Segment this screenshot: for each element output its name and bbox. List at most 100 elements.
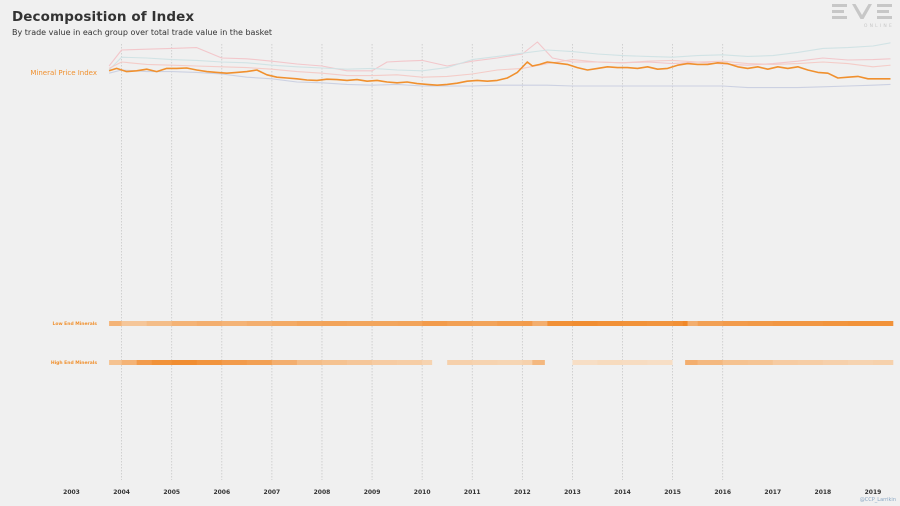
heatmap-cell [397, 360, 423, 365]
heatmap-cell [532, 321, 548, 326]
series-labels: Mineral Price Index Low End Minerals High … [30, 69, 97, 366]
heatmap-cell [372, 360, 398, 365]
x-tick-label-2018: 2018 [815, 489, 832, 496]
heatmap-cell [532, 360, 546, 365]
heatmap-cell [772, 360, 799, 365]
heatmap-cell [872, 321, 894, 326]
series-label-mineral-price-index: Mineral Price Index [30, 69, 97, 77]
heatmap-cell [321, 360, 348, 365]
heatmap-cell [221, 360, 248, 365]
x-tick-label-2007: 2007 [264, 489, 281, 496]
heatmap-cell [747, 360, 774, 365]
heatmap-cell [397, 321, 423, 326]
heatmap-cell [622, 321, 648, 326]
x-tick-label-2015: 2015 [664, 489, 681, 496]
heatmap-cell [372, 321, 398, 326]
heatmap-cell [497, 321, 523, 326]
heatmap-cell [772, 321, 799, 326]
x-tick-label-2004: 2004 [113, 489, 130, 496]
heatmap-cell [447, 360, 473, 365]
heatmap-cell [597, 321, 623, 326]
heatmap-cell [722, 360, 749, 365]
heatmap-row-label-1: High End Minerals [51, 360, 97, 366]
line-context-4 [108, 59, 891, 78]
heatmap-cell [151, 360, 173, 365]
heatmap-cell [847, 321, 874, 326]
heatmap-cell [447, 321, 473, 326]
heatmap-cell [422, 321, 448, 326]
author-credit: @CCP_Larrikin [859, 497, 896, 503]
heatmap-cell [544, 360, 573, 365]
heatmap-cell [672, 321, 683, 326]
line-mineral-price-index [108, 61, 891, 86]
heatmap-cell [121, 360, 137, 365]
x-tick-label-2013: 2013 [564, 489, 581, 496]
heatmap-cell [422, 360, 433, 365]
x-tick-label-2006: 2006 [213, 489, 230, 496]
heatmap-cell [647, 321, 673, 326]
heatmap-cell [171, 321, 198, 326]
line-context-1 [108, 41, 891, 72]
x-tick-label-2009: 2009 [364, 489, 381, 496]
x-tick-label-2010: 2010 [414, 489, 431, 496]
heatmap-cell [822, 321, 849, 326]
heatmap-cell [296, 321, 323, 326]
heatmap-cell [121, 321, 147, 326]
heatmap-cell [622, 360, 648, 365]
heatmap-cell [697, 360, 723, 365]
heatmap-cell [271, 321, 298, 326]
heatmap-cell [672, 360, 686, 365]
heatmap-cell [522, 321, 533, 326]
heatmap-row-label-0: Low End Minerals [52, 321, 97, 327]
heatmap-cell [196, 321, 223, 326]
chart-subtitle: By trade value in each group over total … [12, 28, 273, 37]
x-tick-label-2003: 2003 [63, 489, 80, 496]
heatmap-cell [271, 360, 298, 365]
heatmap-cell [146, 321, 173, 326]
heatmap-cell [685, 360, 698, 365]
heatmap-cell [687, 321, 698, 326]
heatmap-cell [347, 321, 373, 326]
x-tick-label-2011: 2011 [464, 489, 481, 496]
heatmap-cell [682, 321, 688, 326]
heatmap-cell [472, 321, 498, 326]
eve-online-logo: ONLINE [832, 4, 894, 29]
x-tick-label-2019: 2019 [865, 489, 882, 496]
x-tick-label-2016: 2016 [714, 489, 731, 496]
eve-logo-tagline: ONLINE [864, 23, 894, 29]
heatmap-cell [196, 360, 223, 365]
x-tick-label-2017: 2017 [764, 489, 781, 496]
x-tick-label-2012: 2012 [514, 489, 531, 496]
heatmap-cell [347, 360, 373, 365]
x-tick-label-2014: 2014 [614, 489, 631, 496]
line-series [108, 41, 891, 89]
heatmap-cell [221, 321, 248, 326]
heatmap-cell [597, 360, 623, 365]
heatmap-cell [797, 360, 824, 365]
heatmap-cell [747, 321, 774, 326]
heatmap-cell [497, 360, 523, 365]
heatmap-cell [522, 360, 533, 365]
x-tick-label-2005: 2005 [163, 489, 180, 496]
gridlines [121, 44, 724, 480]
heatmap-cell [171, 360, 198, 365]
heatmap-cell [797, 321, 824, 326]
heatmap-cell [822, 360, 849, 365]
heatmap-cell [136, 360, 152, 365]
heatmap-cell [472, 360, 498, 365]
heatmap-rows [109, 321, 894, 365]
heatmap-cell [296, 360, 323, 365]
eve-wordmark-glyphs [832, 4, 892, 19]
heatmap-cell [872, 360, 894, 365]
heatmap-cell [109, 321, 122, 326]
line-context-3 [108, 69, 891, 89]
heatmap-cell [647, 360, 673, 365]
heatmap-cell [246, 360, 273, 365]
heatmap-cell [432, 360, 448, 365]
heatmap-cell [321, 321, 348, 326]
heatmap-cell [547, 321, 573, 326]
heatmap-row-1 [109, 360, 894, 365]
x-axis: 2003 2004 2005 2006 2007 2008 2009 2010 2011 2012… [63, 489, 881, 496]
heatmap-cell [847, 360, 874, 365]
